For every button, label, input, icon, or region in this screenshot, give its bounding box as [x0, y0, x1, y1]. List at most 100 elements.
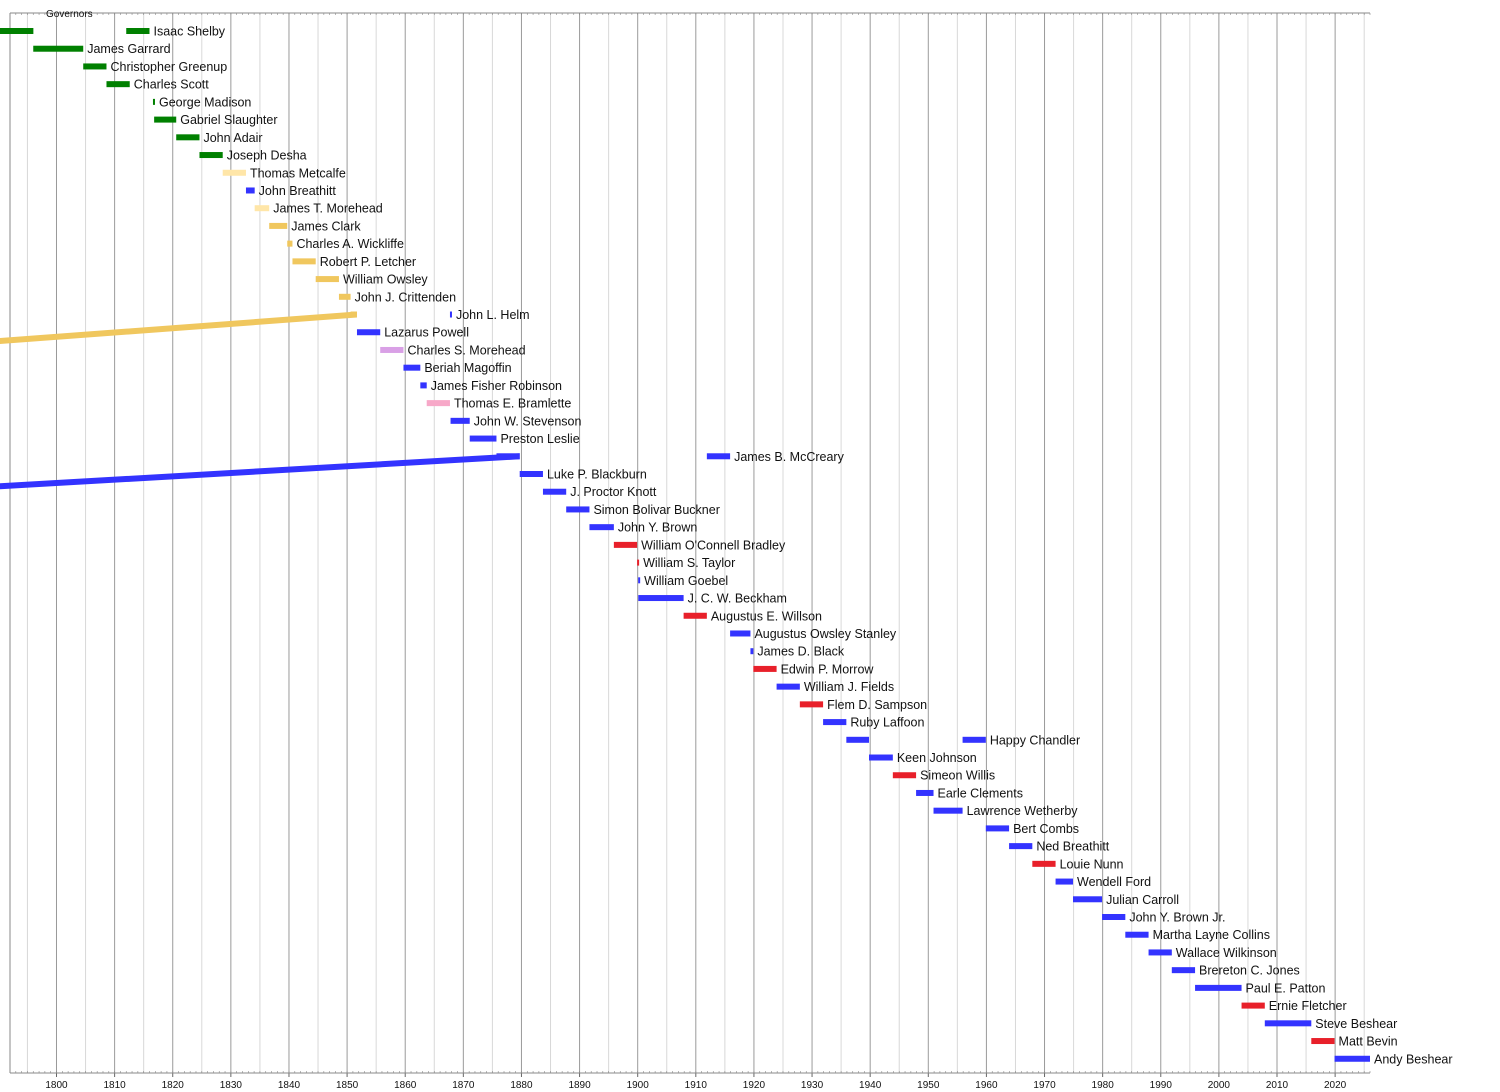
x-tick-label: 2020 [1324, 1080, 1347, 1091]
x-tick-label: 1840 [278, 1080, 301, 1091]
chart-title: Governors [46, 9, 93, 20]
term-bar [1171, 967, 1196, 974]
term-bar [869, 754, 893, 761]
term-bar [683, 612, 707, 619]
term-bar [269, 222, 288, 229]
governor-label: Preston Leslie [500, 432, 579, 446]
term-connector-band [0, 453, 520, 490]
governor-label: Lawrence Wetherby [967, 804, 1079, 818]
term-bar [1264, 1020, 1312, 1027]
term-bar [222, 169, 246, 176]
term-bar [176, 134, 200, 141]
term-bar [542, 488, 567, 495]
term-bar [962, 736, 986, 743]
governor-label: Ned Breathitt [1036, 840, 1109, 854]
x-tick-label: 2000 [1208, 1080, 1231, 1091]
governor-label: Julian Carroll [1106, 893, 1179, 907]
governor-label: Steve Beshear [1315, 1017, 1397, 1031]
governor-label: James D. Black [757, 645, 845, 659]
term-bar [776, 683, 800, 690]
term-bar [106, 81, 130, 88]
governor-label: Earle Clements [938, 786, 1023, 800]
term-bar [245, 187, 255, 194]
governor-label: Martha Layne Collins [1153, 928, 1270, 942]
term-connector-band [0, 311, 357, 344]
term-bar [753, 665, 777, 672]
governor-label: George Madison [159, 95, 251, 109]
x-tick-label: 1970 [1033, 1080, 1056, 1091]
governor-label: Thomas Metcalfe [250, 166, 346, 180]
term-bar [315, 276, 339, 283]
term-bars [0, 28, 1370, 1062]
term-bar [403, 364, 421, 371]
term-bar [589, 524, 614, 531]
x-tick-label: 1920 [743, 1080, 766, 1091]
term-bar [1055, 878, 1074, 885]
term-bar [1334, 1055, 1370, 1062]
governor-label: Gabriel Slaughter [180, 113, 277, 127]
term-bar [613, 541, 638, 548]
term-connector-band [0, 28, 34, 34]
term-bar [706, 453, 731, 460]
x-tick-label: 1980 [1092, 1080, 1115, 1091]
x-tick-label: 1810 [103, 1080, 126, 1091]
term-bar [338, 293, 351, 300]
governor-label: John J. Crittenden [355, 290, 456, 304]
term-bar [566, 506, 590, 513]
governor-label: William J. Fields [804, 680, 894, 694]
x-tick-label: 1890 [568, 1080, 591, 1091]
term-bar [823, 719, 847, 726]
governor-label: Charles Scott [134, 78, 210, 92]
term-bar [152, 98, 155, 105]
governor-label: Simon Bolivar Buckner [593, 503, 719, 517]
x-tick-label: 1930 [801, 1080, 824, 1091]
governor-label: James Garrard [87, 42, 170, 56]
x-axis: 1800 1810 1820 1830 1840 1850 1860 1870 1880 1890… [9, 12, 1371, 1091]
term-bar [450, 417, 470, 424]
term-bar [126, 28, 150, 34]
governor-label: Louie Nunn [1060, 857, 1124, 871]
governor-label: Bert Combs [1013, 822, 1079, 836]
governor-label: James T. Morehead [273, 202, 383, 216]
governor-label: Charles S. Morehead [407, 343, 525, 357]
grid-layer [26, 13, 1365, 1073]
term-bar [519, 471, 543, 477]
governor-label: Wendell Ford [1077, 875, 1151, 889]
governor-label: J. Proctor Knott [570, 485, 657, 499]
term-bar [469, 435, 497, 442]
governor-label: Ruby Laffoon [850, 716, 924, 730]
term-bar [199, 152, 223, 159]
governor-label: William Goebel [644, 574, 728, 588]
term-bar [292, 258, 316, 265]
term-bar [1148, 949, 1172, 956]
governor-label: Augustus Owsley Stanley [754, 627, 896, 641]
governor-label: Wallace Wilkinson [1176, 946, 1277, 960]
term-bar [846, 736, 870, 743]
governor-label: John Y. Brown Jr. [1129, 911, 1225, 925]
term-bar [1032, 860, 1056, 867]
governor-label: Andy Beshear [1374, 1052, 1453, 1066]
governor-label: Matt Bevin [1339, 1035, 1398, 1049]
governor-label: Lazarus Powell [384, 326, 469, 340]
governor-label: James Fisher Robinson [431, 379, 562, 393]
term-bar [1195, 984, 1242, 991]
x-tick-label: 1800 [45, 1080, 68, 1091]
governor-label: Charles A. Wickliffe [296, 237, 403, 251]
governor-label: Robert P. Letcher [320, 255, 416, 269]
term-bar [985, 825, 1010, 832]
governor-label: Christopher Greenup [110, 60, 227, 74]
term-bar [420, 382, 427, 389]
governor-label: Augustus E. Willson [711, 609, 822, 623]
x-tick-label: 2010 [1266, 1080, 1289, 1091]
x-tick-label: 1860 [394, 1080, 417, 1091]
x-tick-label: 1950 [917, 1080, 940, 1091]
governor-label: Joseph Desha [227, 149, 307, 163]
governor-label: Simeon Willis [920, 769, 995, 783]
governor-label: William Owsley [343, 273, 428, 287]
governor-label: John W. Stevenson [474, 414, 582, 428]
term-bar [33, 45, 84, 52]
x-tick-label: 1960 [975, 1080, 998, 1091]
governor-label: John Y. Brown [618, 521, 698, 535]
term-bar [1009, 843, 1033, 850]
